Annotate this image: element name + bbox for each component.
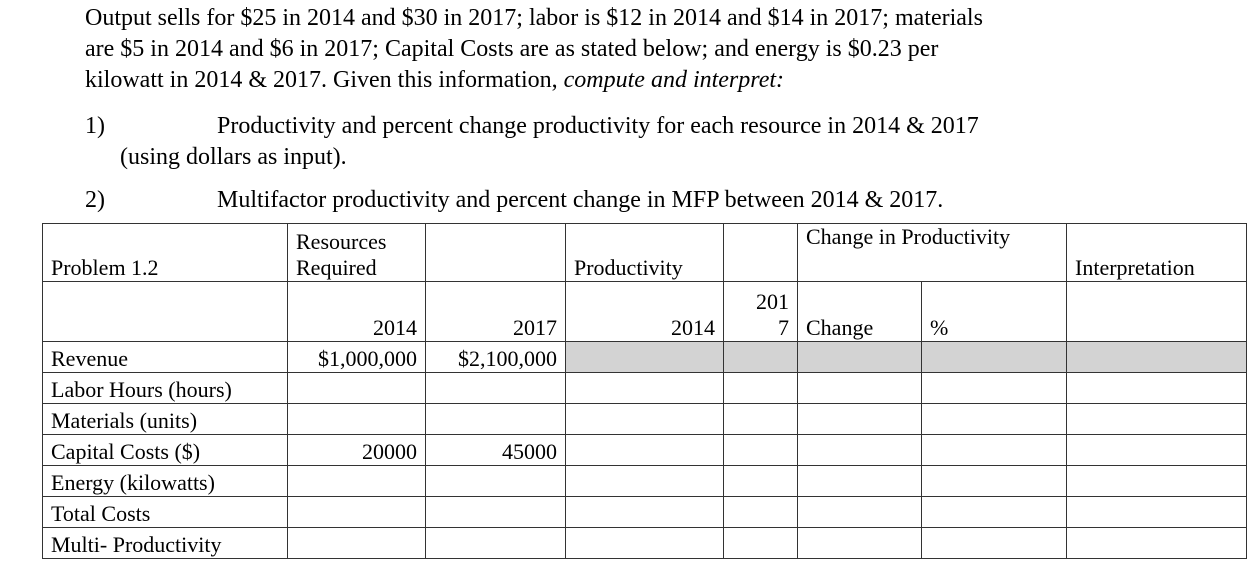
productivity-2017-cell[interactable] [723, 434, 798, 466]
row-label: Labor Hours (hours) [42, 372, 288, 404]
header-blank [425, 223, 566, 282]
row-label: Multi- Productivity [42, 527, 288, 559]
header-productivity: Productivity [565, 223, 724, 282]
value-2017 [425, 527, 566, 559]
value-2014 [287, 496, 426, 528]
percent-cell[interactable] [921, 341, 1067, 373]
value-2014 [287, 403, 426, 435]
productivity-2014-cell[interactable] [565, 496, 724, 528]
header-resources-line1: Resources [296, 229, 387, 254]
table-row: Labor Hours (hours) [42, 372, 1247, 404]
productivity-table: Problem 1.2 Resources Required Productivi… [42, 223, 1247, 559]
percent-cell[interactable] [921, 403, 1067, 435]
subheader-interpretation-blank [1066, 281, 1247, 342]
header-resources-required: Resources Required [287, 223, 426, 282]
change-cell[interactable] [797, 403, 922, 435]
change-cell[interactable] [797, 465, 922, 497]
subheader-percent: % [921, 281, 1067, 342]
table-row: Capital Costs ($) 20000 45000 [42, 434, 1247, 466]
value-2017: 45000 [425, 434, 566, 466]
question-1-text: Productivity and percent change producti… [217, 113, 979, 139]
question-1-number: 1) [85, 113, 105, 139]
percent-cell[interactable] [921, 527, 1067, 559]
value-2017 [425, 372, 566, 404]
row-label: Materials (units) [42, 403, 288, 435]
intro-line-2: are $5 in 2014 and $6 in 2017; Capital C… [85, 36, 939, 62]
table-subheader-row: 2014 2017 2014 201 7 Change % [42, 281, 1247, 342]
intro-line-1: Output sells for $25 in 2014 and $30 in … [85, 5, 983, 31]
question-2-text: Multifactor productivity and percent cha… [217, 187, 944, 213]
table-row: Total Costs [42, 496, 1247, 528]
interpretation-cell[interactable] [1066, 465, 1247, 497]
change-cell[interactable] [797, 434, 922, 466]
productivity-2017-cell[interactable] [723, 496, 798, 528]
value-2014 [287, 527, 426, 559]
percent-cell[interactable] [921, 496, 1067, 528]
productivity-2014-cell[interactable] [565, 465, 724, 497]
change-cell[interactable] [797, 341, 922, 373]
row-label: Capital Costs ($) [42, 434, 288, 466]
value-2014 [287, 372, 426, 404]
table-row: Energy (kilowatts) [42, 465, 1247, 497]
productivity-2017-cell[interactable] [723, 527, 798, 559]
percent-cell[interactable] [921, 372, 1067, 404]
productivity-2014-cell[interactable] [565, 403, 724, 435]
productivity-2017-cell[interactable] [723, 372, 798, 404]
subheader-2017-part2: 7 [778, 315, 789, 340]
row-label: Revenue [42, 341, 288, 373]
header-blank-2 [723, 223, 798, 282]
interpretation-cell[interactable] [1066, 341, 1247, 373]
table-row: Materials (units) [42, 403, 1247, 435]
value-2017 [425, 403, 566, 435]
value-2017 [425, 465, 566, 497]
subheader-2014: 2014 [287, 281, 426, 342]
productivity-2014-cell[interactable] [565, 527, 724, 559]
change-cell[interactable] [797, 372, 922, 404]
table-header-row: Problem 1.2 Resources Required Productivi… [42, 223, 1247, 282]
intro-line-3-text: kilowatt in 2014 & 2017. Given this info… [85, 67, 564, 93]
table-row: Multi- Productivity [42, 527, 1247, 559]
table-row: Revenue $1,000,000 $2,100,000 [42, 341, 1247, 373]
productivity-2017-cell[interactable] [723, 341, 798, 373]
intro-line-3: kilowatt in 2014 & 2017. Given this info… [85, 66, 784, 94]
intro-line-3-emphasis: compute and interpret: [563, 67, 785, 93]
value-2017: $2,100,000 [425, 341, 566, 373]
interpretation-cell[interactable] [1066, 527, 1247, 559]
percent-cell[interactable] [921, 465, 1067, 497]
value-2014 [287, 465, 426, 497]
value-2014: $1,000,000 [287, 341, 426, 373]
subheader-productivity-2014: 2014 [565, 281, 724, 342]
subheader-change: Change [797, 281, 922, 342]
productivity-2017-cell[interactable] [723, 403, 798, 435]
header-change-in-productivity: Change in Productivity [797, 223, 1067, 282]
value-2017 [425, 496, 566, 528]
percent-cell[interactable] [921, 434, 1067, 466]
productivity-2017-cell[interactable] [723, 465, 798, 497]
productivity-2014-cell[interactable] [565, 434, 724, 466]
interpretation-cell[interactable] [1066, 403, 1247, 435]
subheader-blank [42, 281, 288, 342]
header-resources-line2: Required [296, 255, 377, 280]
interpretation-cell[interactable] [1066, 496, 1247, 528]
row-label: Energy (kilowatts) [42, 465, 288, 497]
value-2014: 20000 [287, 434, 426, 466]
productivity-2014-cell[interactable] [565, 372, 724, 404]
header-interpretation: Interpretation [1066, 223, 1247, 282]
change-cell[interactable] [797, 527, 922, 559]
question-1-continuation: (using dollars as input). [120, 144, 347, 170]
change-cell[interactable] [797, 496, 922, 528]
interpretation-cell[interactable] [1066, 434, 1247, 466]
row-label: Total Costs [42, 496, 288, 528]
interpretation-cell[interactable] [1066, 372, 1247, 404]
header-problem: Problem 1.2 [42, 223, 288, 282]
subheader-2017-part1: 201 [756, 289, 789, 314]
productivity-2014-cell[interactable] [565, 341, 724, 373]
subheader-productivity-2017: 201 7 [723, 281, 798, 342]
question-2-number: 2) [85, 187, 105, 213]
subheader-2017: 2017 [425, 281, 566, 342]
